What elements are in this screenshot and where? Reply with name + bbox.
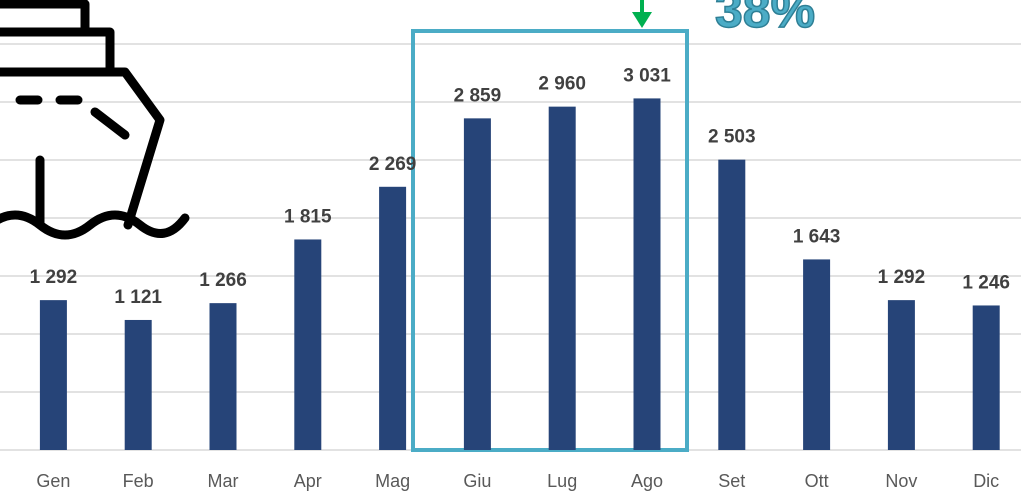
bar [124,319,152,450]
bar [379,186,407,450]
arrow [632,0,652,28]
bar [294,239,322,450]
x-tick-label: Nov [885,471,917,491]
bar [548,106,576,450]
x-tick-label: Dic [973,471,999,491]
value-label: 1 121 [114,287,162,308]
x-tick-label: Giu [463,471,491,491]
value-label: 2 859 [454,85,502,106]
bar [39,300,67,450]
x-tick-label: Ott [805,471,829,491]
x-tick-label: Set [718,471,745,491]
value-label: 1 292 [30,267,78,288]
x-tick-label: Feb [123,471,154,491]
value-label: 2 960 [538,74,586,95]
grid [0,43,1021,451]
bar [209,303,237,450]
bar [463,118,491,450]
ship-icon [0,0,190,240]
value-label: 2 269 [369,154,417,175]
value-label: 2 503 [708,127,756,148]
value-label: 1 292 [878,267,926,288]
x-tick-label: Apr [294,471,322,491]
x-tick-label: Lug [547,471,577,491]
bar [887,300,915,450]
bar [972,305,1000,450]
value-label: 1 266 [199,270,247,291]
value-label: 1 643 [793,226,841,247]
value-label: 1 815 [284,206,332,227]
bar [803,259,831,450]
x-tick-label: Gen [36,471,70,491]
value-label: 1 246 [962,272,1010,293]
bar [633,98,661,451]
x-tick-label: Mar [208,471,239,491]
annotation: 38% [715,0,815,38]
bar [718,159,746,451]
x-tick-label: Ago [631,471,663,491]
value-label: 3 031 [623,65,671,86]
x-tick-label: Mag [375,471,410,491]
